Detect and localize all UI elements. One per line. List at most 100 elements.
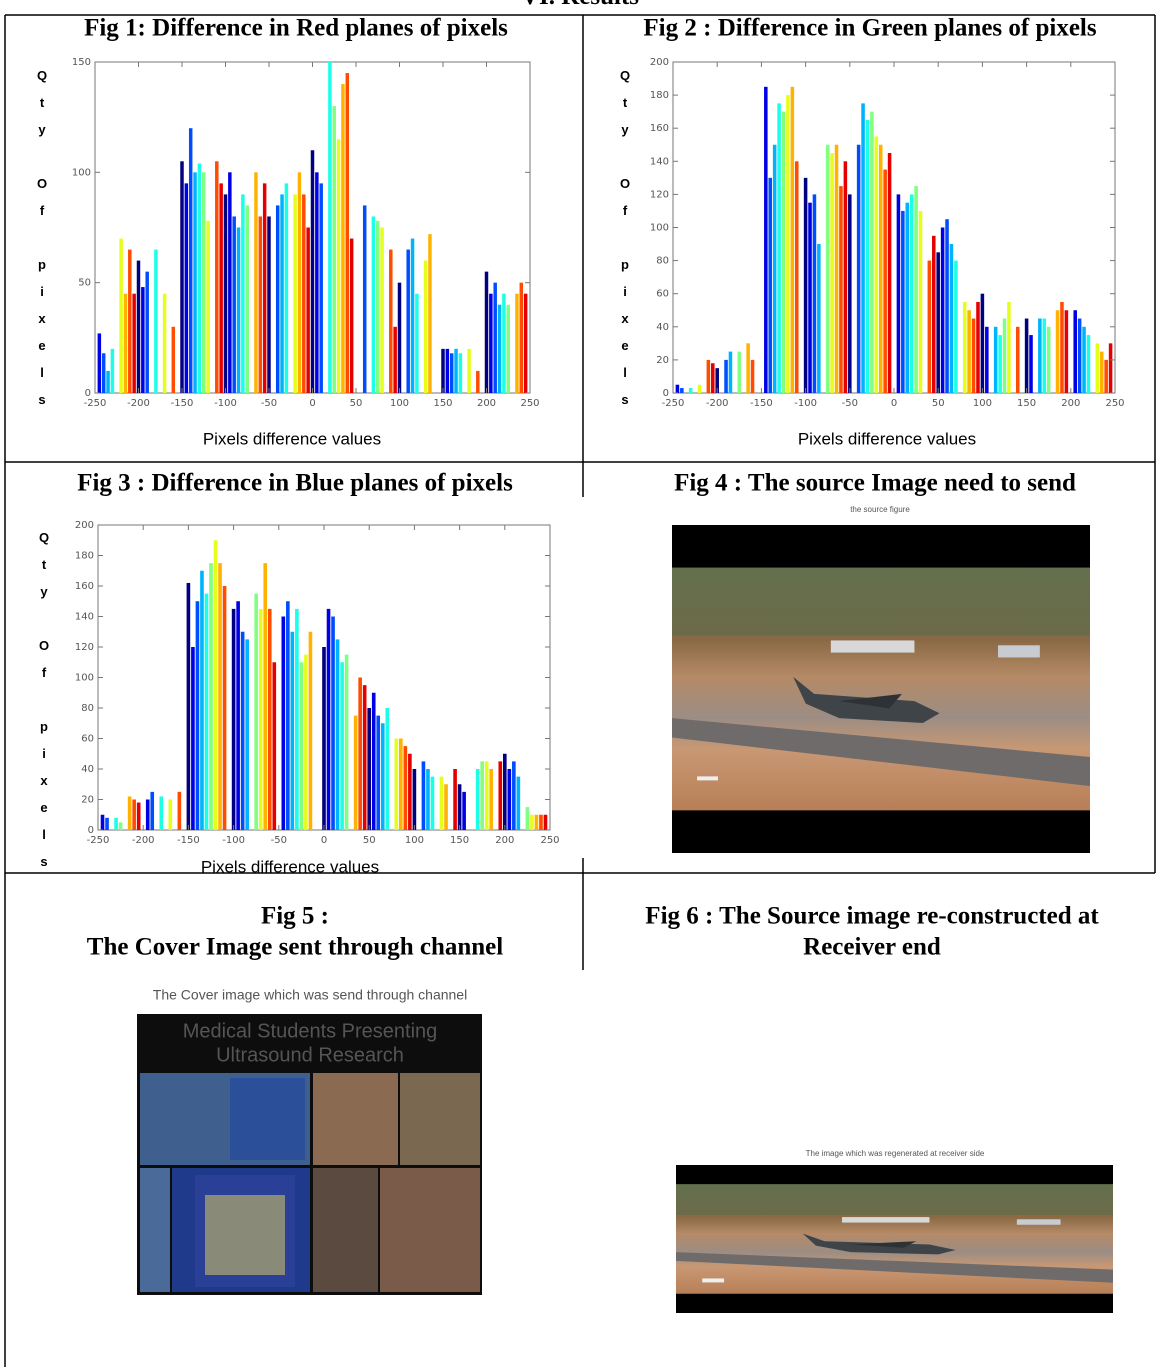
- bar: [967, 310, 971, 393]
- bar: [276, 205, 279, 393]
- y-tick-label: 100: [75, 673, 94, 684]
- bar: [259, 216, 262, 393]
- bar: [376, 716, 380, 830]
- bar: [524, 294, 527, 393]
- bar: [309, 632, 313, 830]
- x-tick-label: -100: [794, 398, 817, 409]
- bar: [676, 385, 680, 393]
- bar: [205, 594, 209, 830]
- bar: [228, 172, 231, 393]
- x-tick-label: -250: [87, 835, 110, 846]
- x-tick-label: -200: [127, 398, 150, 409]
- x-tick-label: 100: [390, 398, 409, 409]
- figure-caption: Fig 2 : Difference in Green planes of pi…: [643, 15, 1096, 42]
- bar: [180, 161, 183, 393]
- bar: [485, 761, 489, 830]
- bar: [119, 239, 122, 393]
- x-tick-label: -250: [84, 398, 107, 409]
- bar: [526, 807, 530, 830]
- bar: [1087, 335, 1091, 393]
- figure-caption: The Cover Image sent through channel: [87, 934, 504, 961]
- bar: [866, 120, 870, 393]
- bar: [191, 647, 195, 830]
- x-tick-label: -50: [842, 398, 858, 409]
- bar: [415, 294, 418, 393]
- bar: [826, 145, 830, 393]
- bar: [804, 178, 808, 393]
- x-tick-label: 150: [433, 398, 452, 409]
- bar: [738, 352, 742, 393]
- x-axis-label: Pixels difference values: [203, 429, 381, 448]
- bar: [224, 194, 227, 393]
- bar: [311, 150, 314, 393]
- bar: [111, 349, 114, 393]
- bar: [928, 261, 932, 393]
- bar: [1065, 310, 1069, 393]
- x-tick-label: 0: [321, 835, 327, 846]
- hangar: [1017, 1219, 1061, 1224]
- figure-caption: Fig 1: Difference in Red planes of pixel…: [84, 15, 508, 42]
- bar: [282, 617, 286, 831]
- bar: [280, 194, 283, 393]
- bar: [315, 172, 318, 393]
- bar: [202, 172, 205, 393]
- bar: [336, 639, 340, 830]
- image-title: the source figure: [850, 505, 910, 514]
- image-title: The Cover image which was send through c…: [153, 987, 467, 1003]
- bar: [535, 815, 539, 830]
- x-tick-label: 150: [450, 835, 469, 846]
- bar: [539, 815, 543, 830]
- bar: [1104, 360, 1108, 393]
- bar: [782, 112, 786, 393]
- y-tick-label: 40: [656, 322, 669, 333]
- x-tick-label: -150: [177, 835, 200, 846]
- bar: [857, 145, 861, 393]
- bar: [919, 211, 923, 393]
- bar: [406, 250, 409, 393]
- x-axis-label: Pixels difference values: [798, 429, 976, 448]
- bar: [1003, 319, 1007, 393]
- bar: [398, 283, 401, 393]
- x-tick-label: -150: [171, 398, 194, 409]
- bar: [341, 84, 344, 393]
- y-tick-label: 200: [650, 57, 669, 68]
- reconstructed-image: [676, 1165, 1113, 1313]
- bar: [189, 128, 192, 393]
- bar: [267, 216, 270, 393]
- y-tick-label: 60: [656, 289, 669, 300]
- y-axis-label: Qty Of pixels: [618, 68, 633, 419]
- bar: [1100, 352, 1104, 393]
- x-tick-label: 200: [477, 398, 496, 409]
- bar: [485, 272, 488, 393]
- bar: [132, 800, 136, 831]
- bar: [441, 349, 444, 393]
- bar: [254, 594, 258, 830]
- bar: [839, 186, 843, 393]
- y-tick-label: 120: [75, 642, 94, 653]
- bar: [994, 327, 998, 393]
- bar: [489, 769, 493, 830]
- bar: [150, 792, 154, 830]
- bar: [914, 186, 918, 393]
- collage-photo: [380, 1168, 480, 1292]
- y-tick-label: 80: [81, 703, 94, 714]
- bar: [128, 250, 131, 393]
- collage-photo: [400, 1073, 480, 1165]
- bar: [206, 221, 209, 393]
- section-title: VI. Results: [521, 0, 639, 10]
- x-tick-label: 250: [540, 835, 559, 846]
- bar: [102, 353, 105, 393]
- bar: [428, 234, 431, 393]
- bar: [680, 388, 684, 393]
- bar: [459, 353, 462, 393]
- bar: [817, 244, 821, 393]
- x-tick-label: 250: [1105, 398, 1124, 409]
- bar: [272, 662, 276, 830]
- bar: [901, 211, 905, 393]
- bar: [345, 655, 349, 830]
- bar: [372, 693, 376, 830]
- y-tick-label: 160: [650, 123, 669, 134]
- x-tick-label: -200: [706, 398, 729, 409]
- bar: [503, 754, 507, 830]
- bar: [729, 352, 733, 393]
